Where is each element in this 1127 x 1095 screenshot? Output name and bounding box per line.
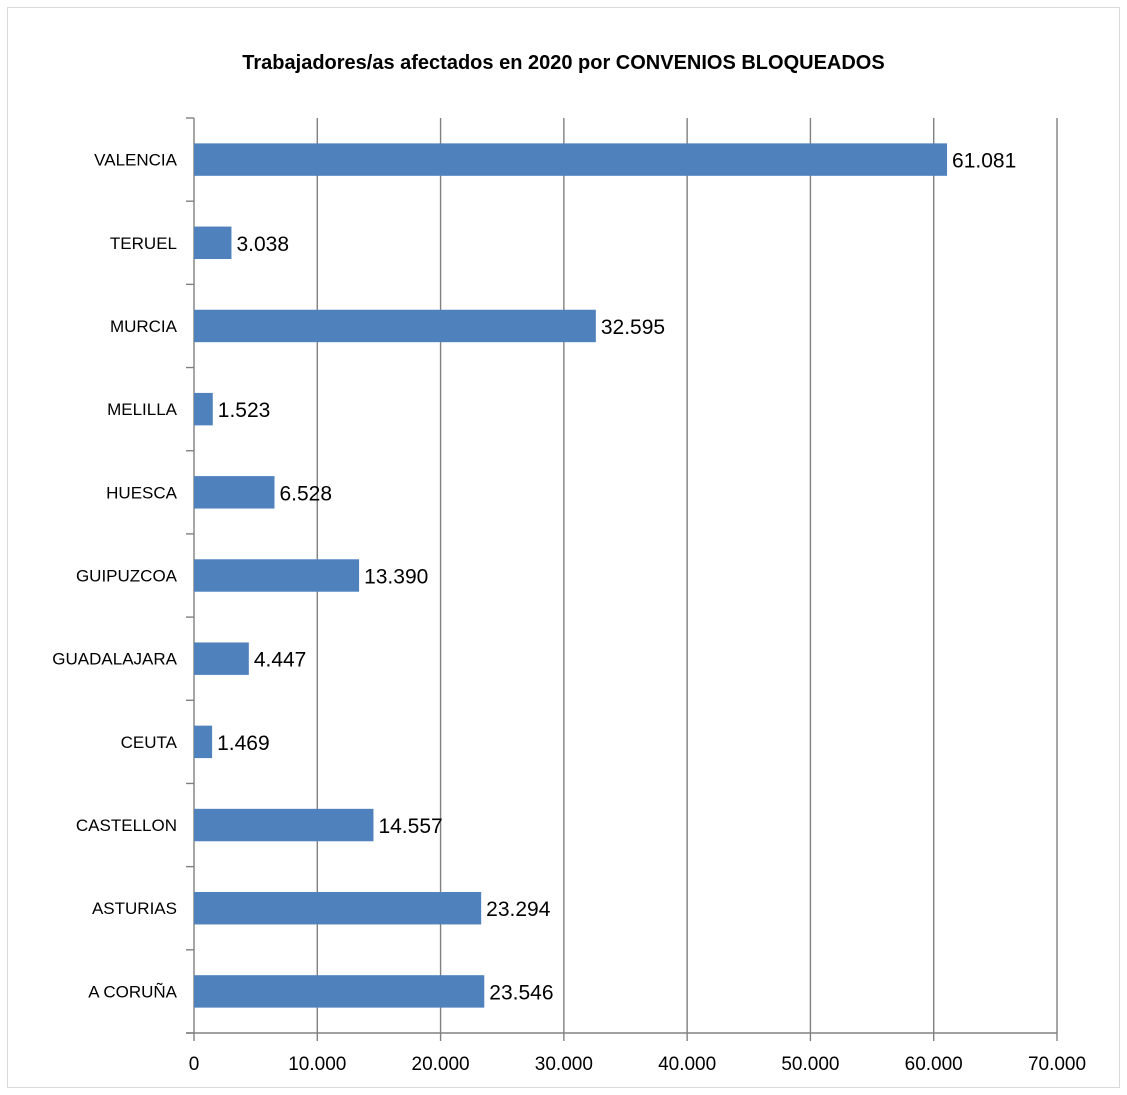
category-label: VALENCIA [94,151,177,170]
chart-title: Trabajadores/as afectados en 2020 por CO… [242,52,885,74]
bar [194,476,275,509]
x-tick-label: 50.000 [781,1054,839,1075]
x-tick-label: 40.000 [658,1054,716,1075]
data-label: 6.528 [279,482,332,505]
x-tick-label: 60.000 [905,1054,963,1075]
category-label: CEUTA [121,733,178,752]
data-label: 4.447 [254,649,307,672]
bar [194,808,374,842]
category-label: MURCIA [110,317,178,336]
x-tick-label: 20.000 [412,1054,470,1075]
category-label: CASTELLON [76,816,177,835]
category-label: A CORUÑA [88,982,177,1001]
category-label: HUESCA [106,483,178,502]
bar [194,642,249,675]
bar [194,309,596,343]
category-label: GUADALAJARA [52,650,177,669]
bar [194,892,482,925]
data-label: 23.294 [486,898,551,921]
data-label: 61.081 [952,150,1016,173]
x-tick-label: 30.000 [535,1054,593,1075]
bar [194,559,360,592]
bar [194,725,213,759]
x-tick-label: 10.000 [288,1054,346,1075]
data-label: 23.546 [489,981,553,1004]
data-label: 13.390 [364,566,428,589]
category-label: GUIPUZCOA [76,567,178,586]
category-label: ASTURIAS [92,899,177,918]
bar [194,392,213,426]
data-label: 14.557 [378,815,442,838]
data-label: 1.469 [217,732,270,755]
x-tick-label: 0 [189,1054,200,1075]
bar [194,975,485,1008]
data-label: 3.038 [236,233,289,256]
x-tick-label: 70.000 [1028,1054,1086,1075]
bar [194,226,232,259]
category-label: MELILLA [107,400,178,419]
data-label: 1.523 [218,399,271,422]
category-label: TERUEL [110,234,177,253]
data-label: 32.595 [601,316,665,339]
bar [194,143,948,176]
